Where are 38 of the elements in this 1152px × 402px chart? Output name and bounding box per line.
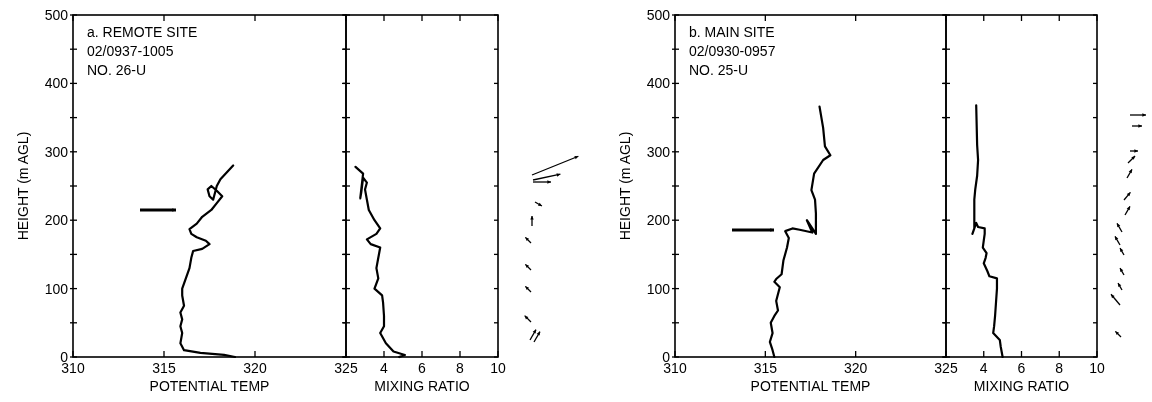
y-axis-title: HEIGHT (m AGL) xyxy=(15,131,31,241)
x-axis-title: MIXING RATIO xyxy=(973,378,1070,394)
y-tick-label: 0 xyxy=(60,348,69,365)
annotation: 02/0930-0957 xyxy=(689,43,776,59)
x-tick-label: 4 xyxy=(979,360,988,376)
annotation: NO. 26-U xyxy=(87,62,147,78)
annotation: b. MAIN SITE xyxy=(689,24,775,40)
y-tick-label: 0 xyxy=(662,348,671,365)
x-tick-label: 8 xyxy=(1055,360,1064,376)
y-tick-label: 200 xyxy=(44,212,69,229)
annotation: NO. 25-U xyxy=(689,62,749,78)
x-tick-label: 6 xyxy=(1017,360,1026,376)
x-axis-title: POTENTIAL TEMP xyxy=(149,378,270,394)
x-tick-label: 6 xyxy=(418,360,427,376)
y-tick-label: 300 xyxy=(44,143,69,160)
x-tick-label: 10 xyxy=(490,360,506,376)
x-tick-label: 315 xyxy=(753,360,778,376)
y-tick-label: 100 xyxy=(646,280,671,297)
y-axis-title: HEIGHT (m AGL) xyxy=(617,131,633,241)
x-tick-label: 315 xyxy=(152,360,176,376)
x-tick-label: 4 xyxy=(380,360,389,376)
x-tick-label: 10 xyxy=(1089,360,1105,376)
x-tick-label: 325 xyxy=(934,360,958,376)
y-tick-label: 500 xyxy=(44,6,69,23)
y-tick-label: 300 xyxy=(646,143,671,160)
y-tick-label: 400 xyxy=(646,75,671,92)
x-tick-label: 320 xyxy=(843,360,868,376)
x-tick-label: 325 xyxy=(334,360,358,376)
x-axis-title: MIXING RATIO xyxy=(374,378,470,394)
y-tick-label: 400 xyxy=(44,75,69,92)
y-tick-label: 500 xyxy=(646,6,671,23)
x-tick-label: 320 xyxy=(243,360,267,376)
annotation: 02/0937-1005 xyxy=(87,43,174,59)
x-tick-label: 8 xyxy=(456,360,465,376)
y-tick-label: 200 xyxy=(646,212,671,229)
y-tick-label: 100 xyxy=(44,280,69,297)
x-axis-title: POTENTIAL TEMP xyxy=(750,378,871,394)
annotation: a. REMOTE SITE xyxy=(87,24,198,40)
